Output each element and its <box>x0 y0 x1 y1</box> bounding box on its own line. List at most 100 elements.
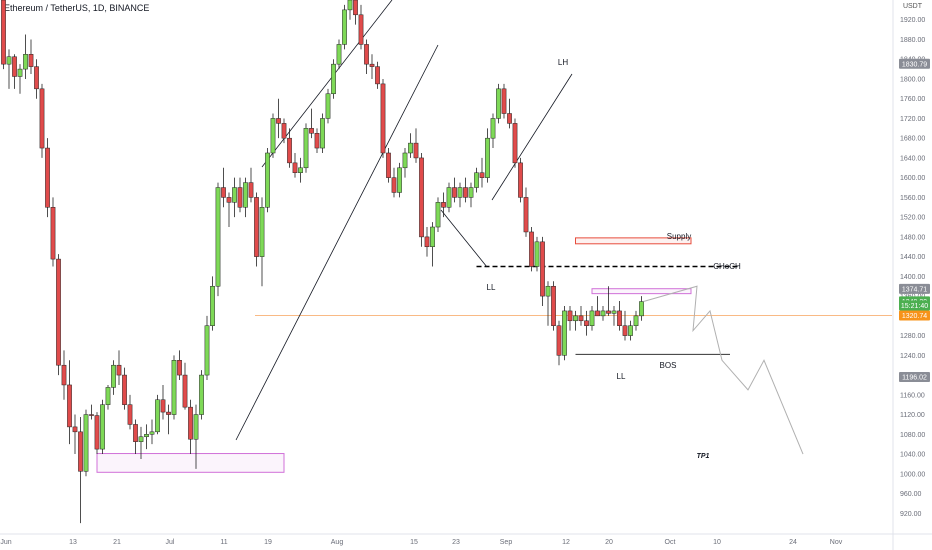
candle <box>386 148 391 183</box>
candle <box>221 167 226 208</box>
candle-body <box>463 187 468 198</box>
x-tick-label: Oct <box>665 539 676 546</box>
candle-body <box>237 187 243 208</box>
candle-body <box>17 68 23 77</box>
candle-body <box>446 187 452 208</box>
candle <box>347 0 353 20</box>
candle-body <box>452 187 457 198</box>
annotation-lh: LH <box>558 58 568 67</box>
candle-body <box>320 118 325 149</box>
candle <box>463 177 468 203</box>
candle <box>380 78 386 158</box>
candle <box>606 286 611 316</box>
candle <box>567 305 573 331</box>
candle-body <box>303 128 309 169</box>
price-badge-text: 1196.02 <box>902 375 927 382</box>
candle <box>226 192 232 228</box>
candle-body <box>72 426 78 433</box>
candle-body <box>226 197 232 203</box>
y-tick-label: 1080.00 <box>900 432 925 439</box>
candle-body <box>501 88 507 114</box>
candle <box>204 315 210 381</box>
x-tick-label: Aug <box>331 539 344 546</box>
candle-body <box>155 399 160 433</box>
candle <box>485 128 490 183</box>
candle-body <box>419 157 424 238</box>
trendline <box>261 0 393 168</box>
candle <box>320 113 325 153</box>
candle-body <box>628 325 633 336</box>
candle <box>490 113 496 149</box>
x-tick-label: 24 <box>789 539 797 546</box>
candle-body <box>221 187 226 198</box>
candle-body <box>259 207 265 257</box>
zone-lower-demand <box>96 453 285 473</box>
candle <box>116 350 122 385</box>
x-tick-label: 10 <box>713 539 721 546</box>
candle-body <box>105 387 111 405</box>
candle <box>122 367 127 410</box>
y-tick-label: 1480.00 <box>900 234 925 241</box>
candle-body <box>34 66 39 90</box>
candle-body <box>149 431 155 435</box>
y-tick-label: 1560.00 <box>900 195 925 202</box>
candle-body <box>386 152 391 178</box>
candle-body <box>512 123 518 164</box>
zone-supply <box>575 237 692 245</box>
candle-body <box>78 431 83 472</box>
candle-body <box>138 436 144 442</box>
candle-body <box>529 231 534 267</box>
candle-body <box>435 202 441 228</box>
candle-body <box>485 137 490 178</box>
candle-body <box>45 147 50 208</box>
candle-body <box>100 404 105 450</box>
y-tick-label: 1760.00 <box>900 96 925 103</box>
x-tick-label: 13 <box>69 539 77 546</box>
candle <box>342 4 347 50</box>
x-tick-label: 20 <box>605 539 613 546</box>
candle <box>28 39 34 75</box>
price-badge-text: 1320.74 <box>902 313 927 320</box>
x-tick-label: Nov <box>830 539 843 546</box>
y-tick-label: 1000.00 <box>900 471 925 478</box>
candle <box>413 128 419 163</box>
x-tick-label: 19 <box>264 539 272 546</box>
annotation-choch: CHoCH <box>713 262 741 271</box>
projection-path <box>643 285 804 455</box>
zone-upper-range <box>591 288 692 295</box>
candle <box>430 222 435 267</box>
candle-body <box>639 301 644 317</box>
price-badge-text: 1830.79 <box>902 61 927 68</box>
candle <box>232 177 237 218</box>
candle <box>45 138 50 218</box>
candle <box>78 417 83 524</box>
annotation-bos: BOS <box>660 361 677 370</box>
y-tick-label: 1880.00 <box>900 37 925 44</box>
price-badge <box>899 283 930 294</box>
candle-body <box>567 310 573 322</box>
candle-body <box>1 0 6 65</box>
candle-body <box>490 118 496 139</box>
candle-body <box>23 54 28 70</box>
candle <box>628 320 633 341</box>
candle <box>133 419 138 455</box>
price-badge-text: 1374.71 <box>902 286 927 293</box>
x-tick-label: 23 <box>452 539 460 546</box>
candle-body <box>144 434 149 438</box>
candle <box>94 412 100 455</box>
candle <box>199 370 204 420</box>
candle <box>111 360 116 395</box>
candle <box>298 157 303 183</box>
candle <box>188 399 193 455</box>
x-tick-label: 12 <box>562 539 570 546</box>
candle <box>215 182 221 297</box>
candle <box>12 54 17 89</box>
candle <box>446 182 452 213</box>
candle <box>551 281 556 331</box>
candle-body <box>133 424 138 442</box>
candle-body <box>248 182 254 198</box>
x-tick-label: 21 <box>113 539 121 546</box>
candle-body <box>457 187 463 198</box>
candle <box>83 409 89 477</box>
